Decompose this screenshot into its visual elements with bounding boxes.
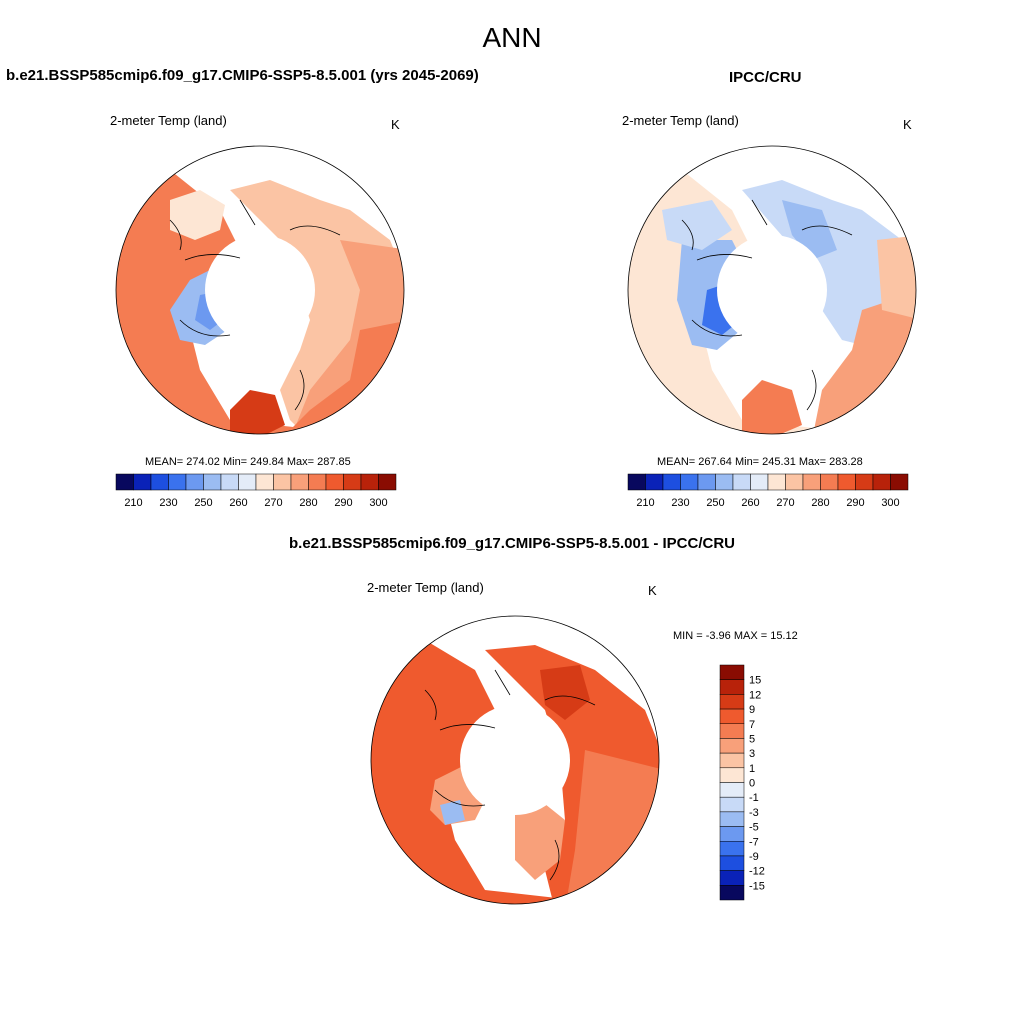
model-colorbar-swatch <box>343 473 362 491</box>
model-map <box>115 145 405 435</box>
diff-colorbar-swatch <box>719 738 745 754</box>
obs-colorbar-swatch <box>837 473 856 491</box>
diff-colorbar-tick-label: 9 <box>749 704 755 716</box>
diff-colorbar-tick-label: -1 <box>749 792 759 804</box>
diff-colorbar-swatch <box>719 708 745 724</box>
diff-map <box>370 615 660 905</box>
obs-colorbar-swatch <box>890 473 909 491</box>
diff-colorbar-swatch <box>719 752 745 769</box>
obs-colorbar-tick-label: 230 <box>671 497 689 509</box>
obs-colorbar-swatch <box>627 473 646 491</box>
diff-colorbar-tick-label: -9 <box>749 851 759 863</box>
diff-colorbar-swatch <box>719 826 745 842</box>
diff-colorbar-tick-label: -7 <box>749 836 759 848</box>
model-colorbar-swatch <box>115 473 134 491</box>
diff-colorbar-swatch <box>719 767 745 783</box>
diff-colorbar-swatch <box>719 811 745 827</box>
model-panel-title: b.e21.BSSP585cmip6.f09_g17.CMIP6-SSP5-8.… <box>6 67 479 84</box>
diff-colorbar-tick-label: 0 <box>749 778 755 790</box>
model-colorbar-swatch <box>308 473 327 491</box>
diff-variable-label: 2-meter Temp (land) <box>367 580 484 595</box>
obs-colorbar-swatch <box>872 473 891 491</box>
model-colorbar-tick-label: 290 <box>334 497 352 509</box>
obs-panel-title: IPCC/CRU <box>729 69 802 86</box>
diff-colorbar-tick-label: 1 <box>749 763 755 775</box>
diff-colorbar-swatch <box>719 723 745 739</box>
diff-colorbar-tick-label: 15 <box>749 675 761 687</box>
obs-stats: MEAN= 267.64 Min= 245.31 Max= 283.28 <box>657 456 863 468</box>
model-colorbar-swatch <box>150 473 169 491</box>
diff-units-label: K <box>648 583 657 598</box>
obs-colorbar-swatch <box>732 473 751 491</box>
model-colorbar-swatch <box>185 473 204 491</box>
obs-colorbar-swatch <box>855 473 874 491</box>
model-colorbar-swatch <box>168 473 187 491</box>
obs-colorbar-swatch <box>645 473 664 491</box>
model-colorbar-tick-label: 270 <box>264 497 282 509</box>
obs-colorbar-swatch <box>680 473 699 491</box>
obs-colorbar-swatch <box>750 473 769 491</box>
diff-colorbar-tick-label: 5 <box>749 733 755 745</box>
obs-colorbar-swatch <box>820 473 839 491</box>
obs-colorbar-swatch <box>662 473 681 491</box>
diff-colorbar-tick-label: -12 <box>749 866 765 878</box>
model-colorbar-swatch <box>273 473 292 491</box>
model-colorbar-tick-label: 250 <box>194 497 212 509</box>
model-colorbar: 210 230 250 260 270 280 290 300 <box>115 473 397 509</box>
model-colorbar-tick-label: 280 <box>299 497 317 509</box>
diff-colorbar-tick-label: 3 <box>749 748 755 760</box>
obs-variable-label: 2-meter Temp (land) <box>622 113 739 128</box>
diff-colorbar-tick-label: -3 <box>749 807 759 819</box>
obs-colorbar-swatch <box>715 473 734 491</box>
model-colorbar-swatch <box>255 473 274 491</box>
model-colorbar-swatch <box>203 473 222 491</box>
obs-colorbar-tick-label: 280 <box>811 497 829 509</box>
obs-units-label: K <box>903 117 912 132</box>
diff-colorbar: 15 12 9 7 5 3 1 0 -1 -3 -5 -7 -9 -12 -15 <box>719 664 765 901</box>
model-colorbar-swatch <box>325 473 344 491</box>
obs-colorbar-tick-label: 210 <box>636 497 654 509</box>
diff-colorbar-tick-label: -15 <box>749 880 765 892</box>
diff-colorbar-swatch <box>719 841 745 857</box>
diff-colorbar-tick-label: -5 <box>749 822 759 834</box>
diff-colorbar-swatch <box>719 855 745 871</box>
diff-colorbar-swatch <box>719 796 745 813</box>
obs-colorbar: 210 230 250 260 270 280 290 300 <box>627 473 909 509</box>
diff-colorbar-tick-label: 12 <box>749 689 761 701</box>
model-stats: MEAN= 274.02 Min= 249.84 Max= 287.85 <box>145 456 351 468</box>
model-colorbar-swatch <box>220 473 239 491</box>
diff-colorbar-swatch <box>719 870 745 886</box>
diff-colorbar-swatch <box>719 664 745 680</box>
model-variable-label: 2-meter Temp (land) <box>110 113 227 128</box>
obs-colorbar-swatch <box>767 473 786 491</box>
model-colorbar-tick-label: 300 <box>369 497 387 509</box>
model-colorbar-tick-label: 210 <box>124 497 142 509</box>
obs-colorbar-tick-label: 260 <box>741 497 759 509</box>
model-units-label: K <box>391 117 400 132</box>
diff-panel-title: b.e21.BSSP585cmip6.f09_g17.CMIP6-SSP5-8.… <box>288 535 736 552</box>
model-colorbar-swatch <box>133 473 152 491</box>
obs-colorbar-swatch <box>785 473 804 491</box>
model-colorbar-tick-label: 230 <box>159 497 177 509</box>
diff-stats: MIN = -3.96 MAX = 15.12 <box>673 630 798 642</box>
obs-colorbar-tick-label: 300 <box>881 497 899 509</box>
figure-title: ANN <box>482 22 542 53</box>
diff-colorbar-swatch <box>719 885 745 901</box>
model-colorbar-swatch <box>238 473 257 491</box>
model-colorbar-swatch <box>360 473 379 491</box>
diff-colorbar-tick-label: 7 <box>749 719 755 731</box>
obs-colorbar-tick-label: 270 <box>776 497 794 509</box>
obs-colorbar-tick-label: 250 <box>706 497 724 509</box>
diff-colorbar-swatch <box>719 782 745 798</box>
obs-colorbar-swatch <box>697 473 716 491</box>
diff-colorbar-swatch <box>719 679 745 695</box>
model-colorbar-tick-label: 260 <box>229 497 247 509</box>
obs-colorbar-tick-label: 290 <box>846 497 864 509</box>
model-colorbar-swatch <box>290 473 309 491</box>
model-colorbar-swatch <box>378 473 397 491</box>
obs-map <box>627 145 917 435</box>
diff-colorbar-swatch <box>719 694 745 710</box>
obs-colorbar-swatch <box>802 473 821 491</box>
